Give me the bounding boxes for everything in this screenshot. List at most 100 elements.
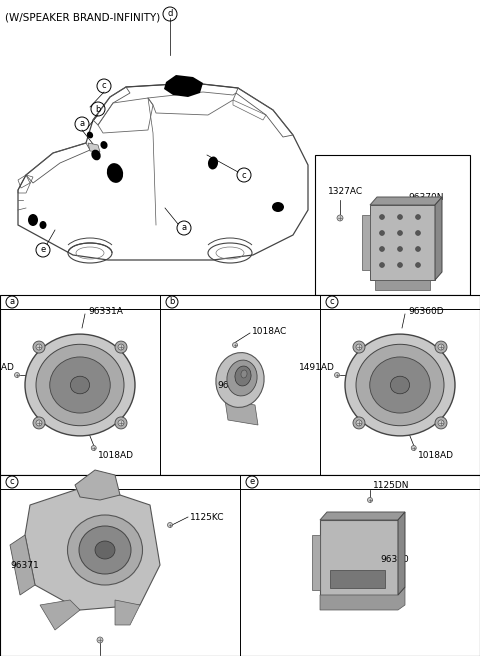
Polygon shape bbox=[320, 587, 405, 610]
Polygon shape bbox=[435, 197, 442, 280]
Ellipse shape bbox=[71, 376, 90, 394]
Ellipse shape bbox=[91, 150, 101, 160]
Circle shape bbox=[435, 417, 447, 429]
Bar bbox=[330, 570, 385, 588]
Circle shape bbox=[232, 342, 238, 348]
Circle shape bbox=[368, 497, 372, 502]
Text: 1125KC: 1125KC bbox=[190, 512, 225, 522]
Polygon shape bbox=[320, 512, 405, 520]
Polygon shape bbox=[370, 197, 442, 205]
Ellipse shape bbox=[356, 344, 444, 426]
Polygon shape bbox=[164, 75, 203, 97]
Polygon shape bbox=[362, 215, 370, 270]
Ellipse shape bbox=[79, 526, 131, 574]
Polygon shape bbox=[370, 205, 435, 280]
Circle shape bbox=[115, 417, 127, 429]
Ellipse shape bbox=[28, 214, 38, 226]
Polygon shape bbox=[375, 280, 430, 290]
Ellipse shape bbox=[345, 334, 455, 436]
Text: 1018AD: 1018AD bbox=[418, 451, 454, 461]
Polygon shape bbox=[312, 535, 320, 590]
Circle shape bbox=[411, 445, 416, 451]
Circle shape bbox=[380, 230, 384, 236]
Ellipse shape bbox=[39, 221, 47, 229]
Circle shape bbox=[33, 341, 45, 353]
Text: 1327AC: 1327AC bbox=[328, 187, 363, 196]
Ellipse shape bbox=[25, 334, 135, 436]
Ellipse shape bbox=[390, 376, 409, 394]
Circle shape bbox=[397, 262, 403, 268]
Polygon shape bbox=[115, 600, 140, 625]
Text: e: e bbox=[250, 478, 254, 487]
Circle shape bbox=[416, 215, 420, 220]
Ellipse shape bbox=[208, 157, 218, 169]
Circle shape bbox=[356, 344, 362, 350]
Text: 96360D: 96360D bbox=[408, 308, 444, 316]
Circle shape bbox=[380, 215, 384, 220]
Text: b: b bbox=[96, 104, 101, 113]
Circle shape bbox=[118, 344, 124, 350]
Circle shape bbox=[416, 262, 420, 268]
Ellipse shape bbox=[107, 163, 123, 183]
Polygon shape bbox=[25, 485, 160, 610]
Circle shape bbox=[118, 420, 124, 426]
Bar bbox=[0, 295, 480, 475]
Circle shape bbox=[168, 522, 172, 527]
Ellipse shape bbox=[227, 360, 257, 396]
Text: 96360U: 96360U bbox=[217, 380, 252, 390]
Text: b: b bbox=[169, 298, 175, 306]
Text: e: e bbox=[40, 245, 46, 255]
Text: 96331A: 96331A bbox=[88, 308, 123, 316]
Polygon shape bbox=[75, 470, 120, 500]
Text: 1491AD: 1491AD bbox=[299, 363, 335, 371]
Ellipse shape bbox=[241, 370, 247, 378]
Bar bbox=[315, 155, 470, 295]
Text: c: c bbox=[330, 298, 334, 306]
Circle shape bbox=[36, 344, 42, 350]
Polygon shape bbox=[225, 400, 258, 425]
Text: 1491AD: 1491AD bbox=[0, 363, 15, 371]
Text: 1018AD: 1018AD bbox=[98, 451, 134, 461]
Polygon shape bbox=[320, 520, 398, 595]
Circle shape bbox=[438, 344, 444, 350]
Circle shape bbox=[356, 420, 362, 426]
Ellipse shape bbox=[272, 202, 284, 212]
Circle shape bbox=[380, 247, 384, 251]
Text: c: c bbox=[102, 81, 106, 91]
Bar bbox=[0, 475, 480, 656]
Text: a: a bbox=[10, 298, 14, 306]
Circle shape bbox=[337, 215, 343, 221]
Circle shape bbox=[397, 230, 403, 236]
Circle shape bbox=[438, 420, 444, 426]
Circle shape bbox=[397, 215, 403, 220]
Ellipse shape bbox=[68, 515, 143, 585]
Circle shape bbox=[97, 637, 103, 643]
Text: 1125DN: 1125DN bbox=[373, 480, 409, 489]
Polygon shape bbox=[40, 600, 80, 630]
Ellipse shape bbox=[50, 357, 110, 413]
Circle shape bbox=[416, 247, 420, 251]
Ellipse shape bbox=[95, 541, 115, 559]
Circle shape bbox=[353, 417, 365, 429]
Polygon shape bbox=[88, 143, 100, 152]
Circle shape bbox=[435, 341, 447, 353]
Ellipse shape bbox=[370, 357, 430, 413]
Text: a: a bbox=[79, 119, 84, 129]
Ellipse shape bbox=[235, 366, 251, 386]
Circle shape bbox=[33, 417, 45, 429]
Text: (W/SPEAKER BRAND-INFINITY): (W/SPEAKER BRAND-INFINITY) bbox=[5, 12, 160, 22]
Circle shape bbox=[91, 445, 96, 451]
Ellipse shape bbox=[216, 352, 264, 407]
Ellipse shape bbox=[36, 344, 124, 426]
Circle shape bbox=[353, 341, 365, 353]
Text: c: c bbox=[242, 171, 246, 180]
Ellipse shape bbox=[87, 132, 93, 138]
Text: 1018AC: 1018AC bbox=[252, 327, 287, 335]
Circle shape bbox=[335, 373, 339, 377]
Text: 96371: 96371 bbox=[10, 560, 39, 569]
Text: d: d bbox=[168, 9, 173, 18]
Polygon shape bbox=[10, 535, 35, 595]
Circle shape bbox=[36, 420, 42, 426]
Text: c: c bbox=[10, 478, 14, 487]
Circle shape bbox=[416, 230, 420, 236]
